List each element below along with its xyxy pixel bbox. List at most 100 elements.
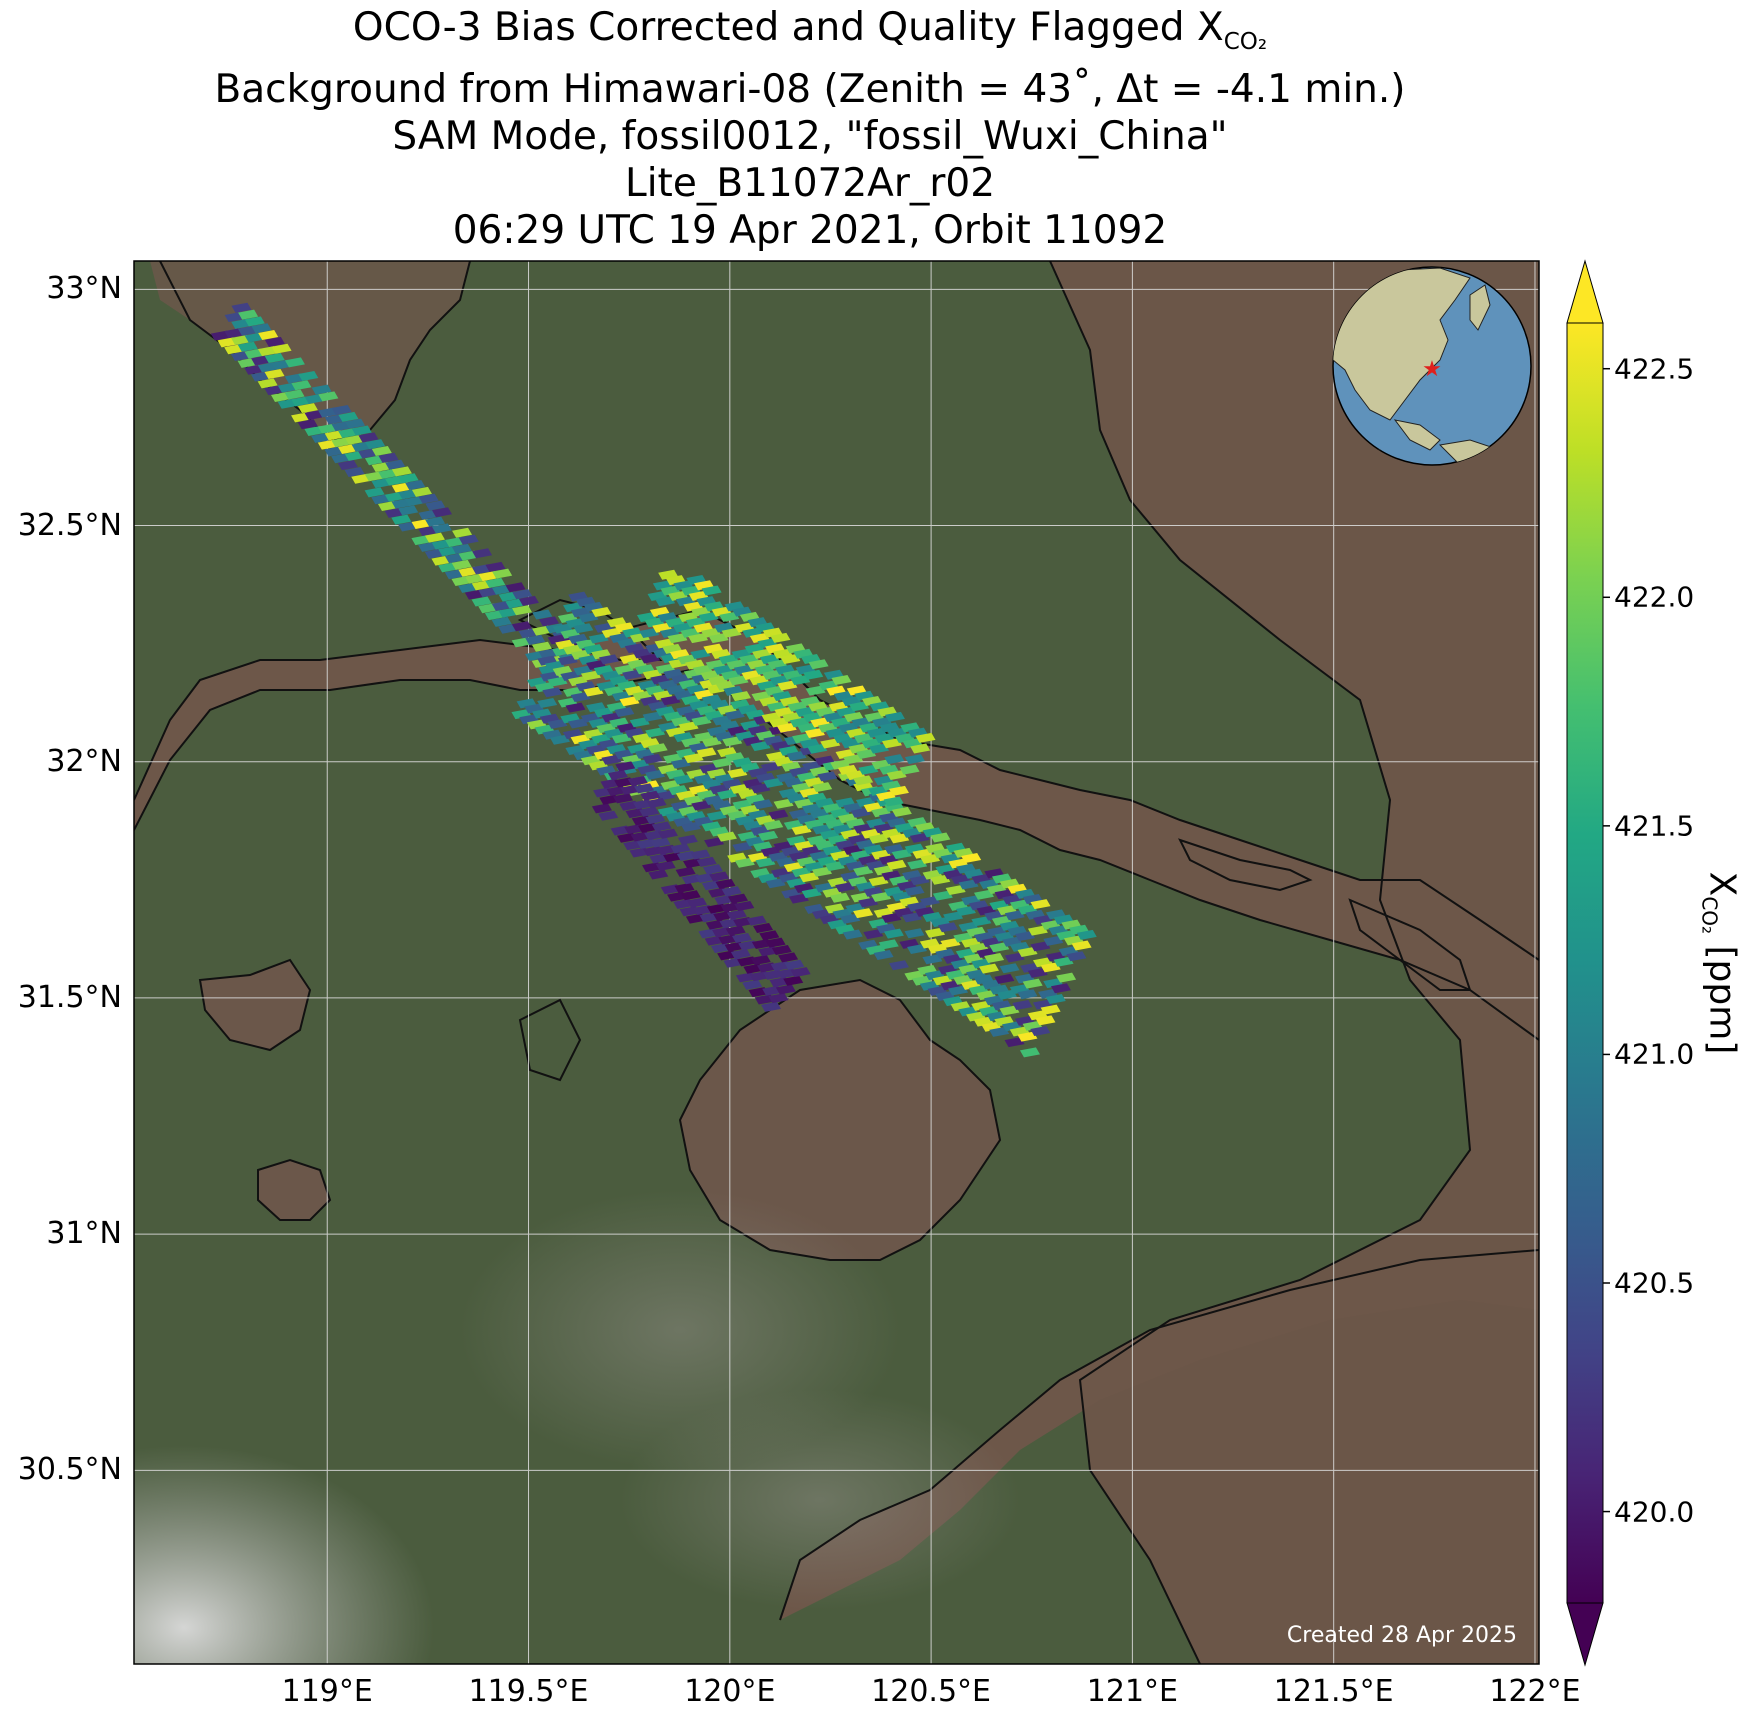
lat-label-4: 31°N <box>46 1216 122 1252</box>
sounding-1071 <box>771 945 792 956</box>
sounding-1027 <box>687 897 708 908</box>
sounding-1001 <box>651 821 672 832</box>
sounding-350 <box>673 774 694 785</box>
sounding-2 <box>231 302 252 313</box>
sounding-828 <box>708 633 729 644</box>
sounding-76 <box>378 452 399 463</box>
sounding-64 <box>337 460 358 471</box>
sounding-607 <box>878 939 899 950</box>
sounding-424 <box>760 762 781 773</box>
sounding-729 <box>1015 931 1036 942</box>
sounding-737 <box>1027 925 1048 936</box>
sounding-570 <box>891 806 912 817</box>
sounding-541 <box>829 892 850 903</box>
sounding-975 <box>591 803 612 814</box>
sounding-1021 <box>696 856 717 867</box>
sounding-647 <box>937 922 958 933</box>
sounding-274 <box>601 754 622 765</box>
sounding-676 <box>971 916 992 927</box>
sounding-760 <box>1040 962 1061 973</box>
sounding-776 <box>1035 1015 1056 1026</box>
sounding-984 <box>634 783 655 794</box>
sounding-271 <box>640 653 661 664</box>
sounding-448 <box>768 809 789 820</box>
colorbar-tick-label-5: 422.5 <box>1614 352 1695 386</box>
sounding-1008 <box>648 869 669 880</box>
sounding-512 <box>812 866 833 877</box>
figure-title: OCO-3 Bias Corrected and Quality Flagged… <box>0 4 1620 254</box>
sounding-103 <box>425 516 446 527</box>
sounding-1017 <box>690 849 711 860</box>
sounding-1084 <box>783 975 804 986</box>
sounding-45 <box>318 391 339 402</box>
sounding-749 <box>1012 999 1033 1010</box>
sounding-1042 <box>727 893 748 904</box>
sounding-655 <box>940 938 961 949</box>
colorbar-tick-label-4: 422.0 <box>1614 580 1695 614</box>
sounding-375 <box>680 821 701 832</box>
sounding-957 <box>884 754 905 765</box>
sounding-360 <box>696 747 717 758</box>
sounding-573 <box>858 897 879 908</box>
sounding-579 <box>889 833 910 844</box>
sounding-361 <box>701 736 722 747</box>
sounding-823 <box>690 649 711 660</box>
sounding-191 <box>547 676 568 687</box>
sounding-480 <box>812 782 833 793</box>
sounding-726 <box>999 963 1020 974</box>
sounding-782 <box>1071 940 1092 951</box>
hangzhou-bay <box>780 1250 1539 1620</box>
sounding-152 <box>525 634 546 645</box>
sounding-333 <box>678 721 699 732</box>
colorbar-extend-min <box>1566 1602 1604 1667</box>
sounding-63 <box>351 425 372 436</box>
sounding-93 <box>398 505 419 516</box>
sounding-613 <box>920 853 941 864</box>
sounding-134 <box>492 568 513 579</box>
sounding-725 <box>994 973 1015 984</box>
sounding-1050 <box>725 925 746 936</box>
sounding-624 <box>919 896 940 907</box>
sounding-757 <box>1004 1037 1025 1048</box>
sounding-68 <box>344 466 365 477</box>
sounding-276 <box>611 733 632 744</box>
sounding-268 <box>619 696 640 707</box>
lat-label-1: 32.5°N <box>17 507 122 543</box>
colorbar-tick-label-2: 421.0 <box>1614 1037 1695 1071</box>
sounding-741 <box>999 1005 1020 1016</box>
sounding-395 <box>706 810 727 821</box>
sounding-26 <box>257 378 278 389</box>
sounding-285 <box>629 717 650 728</box>
sounding-55 <box>338 411 359 422</box>
sounding-80 <box>385 459 406 470</box>
sounding-204 <box>591 606 612 617</box>
sounding-950 <box>884 711 905 722</box>
sounding-117 <box>458 534 479 545</box>
sounding-502 <box>799 872 820 883</box>
sounding-30 <box>284 357 305 368</box>
sounding-141 <box>491 616 512 627</box>
lon-label-4: 121°E <box>1086 1674 1178 1709</box>
sounding-781 <box>1066 951 1087 962</box>
sounding-377 <box>691 800 712 811</box>
sounding-616 <box>901 912 922 923</box>
sounding-147 <box>518 595 539 606</box>
lake-hongze <box>150 261 470 440</box>
sounding-830 <box>719 611 740 622</box>
sounding-637 <box>925 927 946 938</box>
sounding-886 <box>790 675 811 686</box>
sounding-1068 <box>742 979 763 990</box>
sounding-731 <box>1030 899 1051 910</box>
sounding-399 <box>727 768 748 779</box>
sounding-70 <box>365 439 386 450</box>
sounding-625 <box>930 874 951 885</box>
sounding-422 <box>750 783 771 794</box>
colorbar-gradient <box>1566 322 1604 1604</box>
sounding-151 <box>532 609 553 620</box>
sounding-226 <box>568 718 589 729</box>
sounding-338 <box>655 790 676 801</box>
sounding-988 <box>640 790 661 801</box>
map-background <box>134 261 1539 1664</box>
sounding-816 <box>701 585 722 596</box>
sounding-1011 <box>670 843 691 854</box>
